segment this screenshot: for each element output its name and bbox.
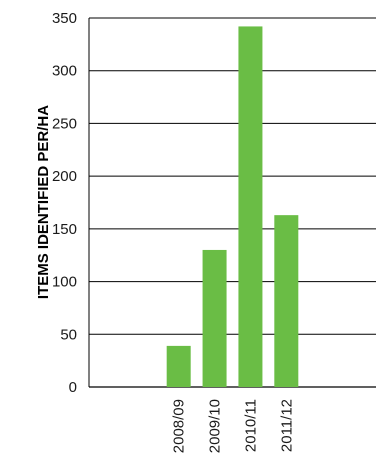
bar xyxy=(166,345,191,387)
x-category-label: 2010/11 xyxy=(242,399,259,452)
y-tick-label: 300 xyxy=(52,63,77,80)
y-tick-label: 50 xyxy=(60,326,77,343)
y-axis-label: ITEMS IDENTIFIED PER/HA xyxy=(35,105,52,299)
bar xyxy=(238,26,263,387)
x-category-label: 2009/10 xyxy=(207,399,224,453)
x-category-label: 2011/12 xyxy=(278,399,295,452)
y-tick-label: 0 xyxy=(69,379,77,396)
gridlines xyxy=(88,17,376,388)
y-tick-label: 200 xyxy=(52,168,77,185)
bar xyxy=(274,215,299,387)
x-category-label: 2008/09 xyxy=(171,399,188,453)
y-tick-label: 250 xyxy=(52,115,77,132)
y-tick-label: 100 xyxy=(52,274,77,291)
y-tick-label: 150 xyxy=(52,221,77,238)
x-category-labels: 2008/09 2009/10 2010/11 2011/12 xyxy=(171,399,296,453)
bar xyxy=(202,249,227,387)
y-tick-labels: 0 50 100 150 200 250 300 350 xyxy=(52,10,77,396)
bars xyxy=(166,26,299,387)
y-tick-label: 350 xyxy=(52,10,77,27)
